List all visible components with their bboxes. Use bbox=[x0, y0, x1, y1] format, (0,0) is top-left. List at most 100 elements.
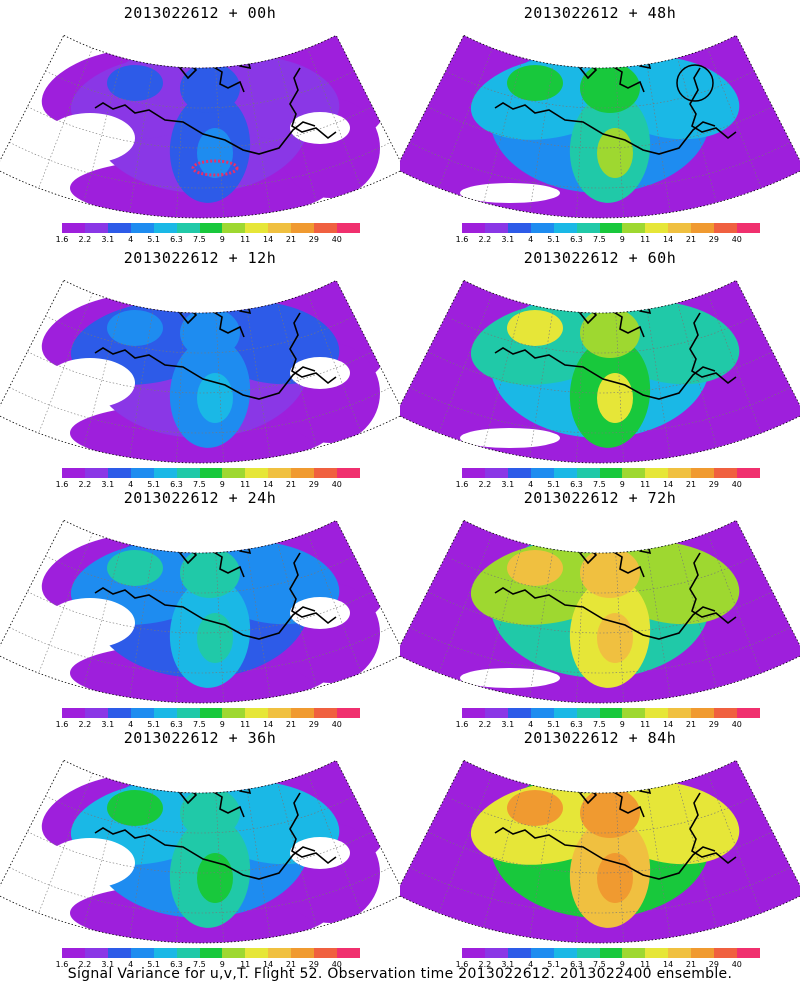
figure-caption: Signal Variance for u,v,T. Flight 52. Ob… bbox=[67, 966, 733, 982]
colorbar-label: 1.6 bbox=[455, 480, 469, 489]
map-sector bbox=[400, 759, 800, 944]
observation-circle-marker bbox=[676, 64, 714, 102]
colorbar-swatch bbox=[107, 223, 131, 233]
variance-blob bbox=[507, 550, 563, 586]
colorbar-swatch bbox=[84, 708, 108, 718]
colorbar-label: 29 bbox=[308, 960, 319, 969]
colorbar-label: 9 bbox=[619, 480, 625, 489]
colorbar-swatch bbox=[153, 468, 177, 478]
variance-blob bbox=[180, 788, 240, 838]
colorbar-swatch bbox=[291, 223, 315, 233]
colorbar-swatch bbox=[291, 468, 315, 478]
colorbar-swatch bbox=[484, 223, 508, 233]
colorbar bbox=[462, 948, 760, 958]
colorbar-label: 2.2 bbox=[78, 720, 92, 729]
colorbar-label: 2.2 bbox=[478, 960, 492, 969]
no-data-gap bbox=[45, 358, 135, 408]
colorbar-swatch bbox=[176, 708, 200, 718]
variance-blob bbox=[180, 63, 240, 113]
colorbar-swatch bbox=[62, 223, 85, 233]
colorbar-label: 29 bbox=[708, 480, 719, 489]
colorbar-swatch bbox=[130, 708, 154, 718]
colorbar bbox=[62, 468, 360, 478]
colorbar-label: 2.2 bbox=[478, 480, 492, 489]
colorbar-swatch bbox=[530, 948, 554, 958]
colorbar-swatch bbox=[507, 468, 531, 478]
colorbar-label: 11 bbox=[240, 235, 251, 244]
colorbar-swatch bbox=[130, 948, 154, 958]
colorbar-swatch bbox=[314, 223, 338, 233]
colorbar-swatch bbox=[62, 468, 85, 478]
colorbar-label: 5.1 bbox=[147, 960, 160, 969]
colorbar-label: 6.3 bbox=[570, 235, 583, 244]
colorbar-label: 5.1 bbox=[147, 235, 160, 244]
colorbar-label: 29 bbox=[308, 235, 319, 244]
colorbar bbox=[62, 948, 360, 958]
variance-blob bbox=[107, 790, 163, 826]
colorbar-label: 3.1 bbox=[501, 720, 515, 729]
colorbar-labels: 1.6 2.2 3.1 4 5.1 6.3 7.5 9 11 14 21 29 40 bbox=[55, 480, 365, 490]
colorbar-label: 11 bbox=[640, 235, 651, 244]
colorbar-swatch bbox=[462, 468, 485, 478]
colorbar-label: 11 bbox=[640, 720, 651, 729]
colorbar-label: 7.5 bbox=[593, 720, 606, 729]
colorbar-swatch bbox=[176, 223, 200, 233]
colorbar-labels: 1.6 2.2 3.1 4 5.1 6.3 7.5 9 11 14 21 29 40 bbox=[55, 720, 365, 730]
variance-blob bbox=[580, 308, 640, 358]
graticule bbox=[9, 532, 391, 703]
colorbar-label: 4 bbox=[128, 960, 134, 969]
colorbar-swatch bbox=[314, 468, 338, 478]
colorbar-label: 9 bbox=[619, 720, 625, 729]
graticule bbox=[9, 772, 391, 943]
variance-field bbox=[400, 280, 800, 464]
no-data-gap bbox=[45, 598, 135, 648]
colorbar-swatch bbox=[714, 223, 738, 233]
colorbar-label: 6.3 bbox=[170, 235, 183, 244]
colorbar-label: 3.1 bbox=[101, 960, 115, 969]
map-panel-p12: 2013022612 + 12h 1.6 2.2 3.1 4 5.1 6.3 7.5 9 11 14… bbox=[0, 245, 400, 490]
colorbar-label: 40 bbox=[331, 480, 342, 489]
map-panel-p60: 2013022612 + 60h 1.6 2.2 3.1 4 5.1 6.3 7.5 9 11 14… bbox=[400, 245, 800, 490]
colorbar-swatch bbox=[337, 223, 360, 233]
colorbar-label: 5.1 bbox=[547, 960, 560, 969]
colorbar-swatch bbox=[599, 948, 623, 958]
colorbar-labels: 1.6 2.2 3.1 4 5.1 6.3 7.5 9 11 14 21 29 40 bbox=[455, 235, 765, 245]
panel-title: 2013022612 + 24h bbox=[123, 489, 277, 507]
colorbar-swatch bbox=[645, 468, 669, 478]
colorbar-swatch bbox=[314, 708, 338, 718]
colorbar-swatch bbox=[668, 948, 692, 958]
colorbar-swatch bbox=[199, 708, 223, 718]
colorbar-label: 21 bbox=[285, 960, 297, 969]
variance-blob bbox=[507, 310, 563, 346]
colorbar-swatch bbox=[530, 468, 554, 478]
colorbar-swatch bbox=[84, 468, 108, 478]
colorbar-swatch bbox=[553, 948, 577, 958]
colorbar-label: 5.1 bbox=[547, 235, 560, 244]
colorbar-label: 4 bbox=[128, 720, 134, 729]
colorbar bbox=[62, 223, 360, 233]
colorbar-swatch bbox=[176, 948, 200, 958]
colorbar-label: 14 bbox=[663, 235, 674, 244]
map-sector bbox=[400, 519, 800, 704]
colorbar-labels: 1.6 2.2 3.1 4 5.1 6.3 7.5 9 11 14 21 29 40 bbox=[455, 960, 765, 970]
map-sector bbox=[0, 519, 400, 704]
variance-field bbox=[400, 760, 800, 944]
colorbar-label: 1.6 bbox=[55, 235, 69, 244]
colorbar-swatch bbox=[484, 468, 508, 478]
colorbar-label: 14 bbox=[263, 720, 274, 729]
variance-field bbox=[400, 520, 800, 704]
colorbar-label: 4 bbox=[528, 960, 534, 969]
colorbar-swatch bbox=[153, 223, 177, 233]
colorbar-label: 9 bbox=[619, 960, 625, 969]
variance-blob bbox=[197, 613, 233, 663]
colorbar-swatch bbox=[576, 468, 600, 478]
colorbar-label: 3.1 bbox=[101, 720, 115, 729]
colorbar-label: 6.3 bbox=[570, 480, 583, 489]
colorbar-swatch bbox=[553, 468, 577, 478]
colorbar-label: 3.1 bbox=[101, 480, 115, 489]
colorbar-swatch bbox=[645, 708, 669, 718]
map-sector bbox=[0, 759, 400, 944]
colorbar-swatch bbox=[530, 223, 554, 233]
colorbar-labels: 1.6 2.2 3.1 4 5.1 6.3 7.5 9 11 14 21 29 40 bbox=[455, 720, 765, 730]
colorbar-swatch bbox=[714, 708, 738, 718]
